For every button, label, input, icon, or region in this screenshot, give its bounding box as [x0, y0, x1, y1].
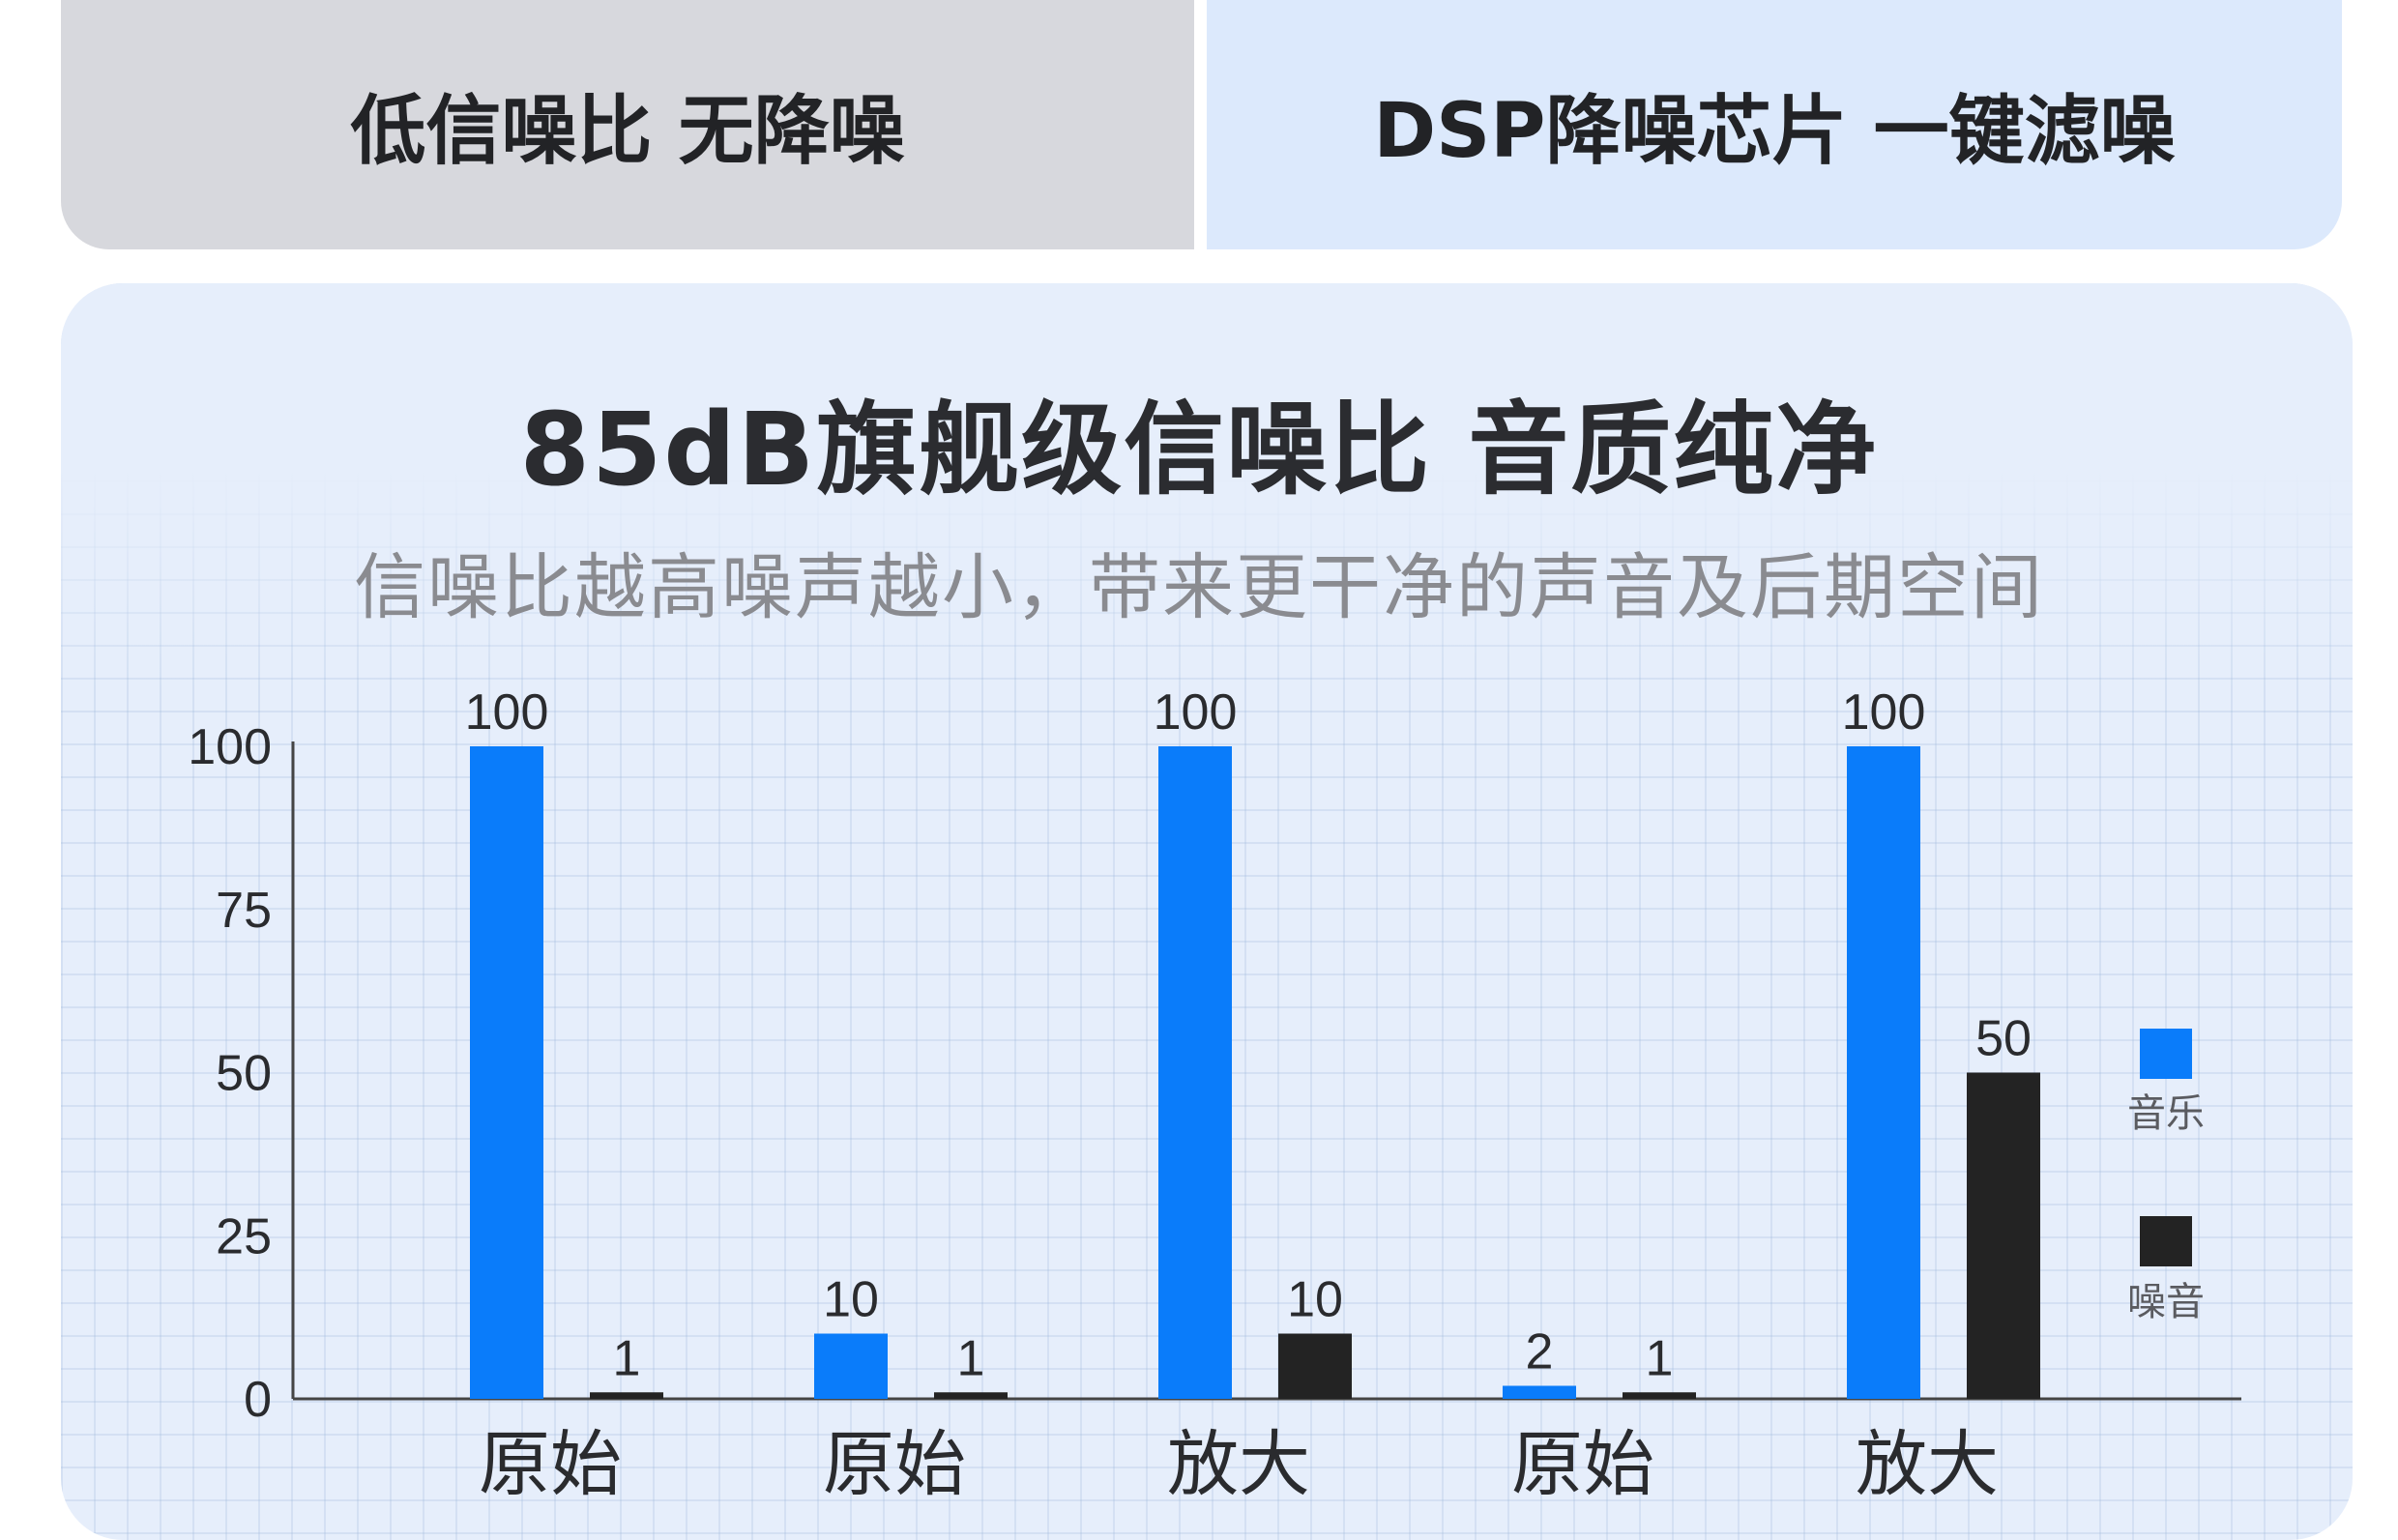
- legend-label: 噪音: [2127, 1280, 2205, 1324]
- bar-music: [1503, 1385, 1576, 1399]
- bar-value-label: 100: [1154, 684, 1238, 741]
- bar-value-label: 1: [957, 1330, 985, 1386]
- bar-value-label: 10: [1287, 1272, 1343, 1328]
- bar-noise: [1278, 1333, 1352, 1399]
- x-category-label: 放大: [1856, 1423, 1999, 1506]
- x-category-label: 原始: [479, 1423, 622, 1506]
- bar-music: [1158, 746, 1232, 1399]
- bar-value-label: 2: [1526, 1324, 1554, 1380]
- x-category-label: 放大: [1167, 1423, 1310, 1506]
- legend-swatch-noise: [2140, 1216, 2192, 1266]
- bar-value-label: 1: [613, 1330, 641, 1386]
- y-tick-label: 0: [244, 1372, 272, 1428]
- x-category-label: 原始: [823, 1423, 966, 1506]
- y-tick-label: 75: [216, 883, 272, 939]
- tab-dsp-denoise[interactable]: DSP降噪芯片 一键滤噪: [1207, 0, 2342, 249]
- bar-value-label: 10: [823, 1272, 879, 1328]
- bar-music: [814, 1333, 888, 1399]
- legend-label: 音乐: [2127, 1091, 2205, 1136]
- bar-noise: [934, 1392, 1008, 1399]
- tab-low-snr-label: 低信噪比 无降噪: [350, 88, 905, 175]
- y-tick-label: 50: [216, 1046, 272, 1102]
- legend-swatch-music: [2140, 1029, 2192, 1079]
- tab-dsp-denoise-label: DSP降噪芯片 一键滤噪: [1373, 88, 2176, 175]
- bar-music: [470, 746, 543, 1399]
- bar-value-label: 1: [1646, 1330, 1674, 1386]
- bar-noise: [590, 1392, 663, 1399]
- chart-title: 85dB旗舰级信噪比 音质纯净: [519, 391, 1879, 508]
- bar-value-label: 100: [1842, 684, 1926, 741]
- panel-fade: [61, 283, 2353, 689]
- y-tick-label: 100: [188, 719, 272, 775]
- bar-value-label: 50: [1975, 1011, 2032, 1067]
- bar-noise: [1967, 1072, 2040, 1399]
- y-tick-label: 25: [216, 1208, 272, 1264]
- bar-value-label: 100: [465, 684, 549, 741]
- x-category-label: 原始: [1511, 1423, 1654, 1506]
- chart-subtitle: 信噪比越高噪声越小，带来更干净的声音及后期空间: [354, 546, 2044, 629]
- bar-noise: [1623, 1392, 1696, 1399]
- tab-low-snr[interactable]: 低信噪比 无降噪: [61, 0, 1194, 249]
- bar-music: [1847, 746, 1920, 1399]
